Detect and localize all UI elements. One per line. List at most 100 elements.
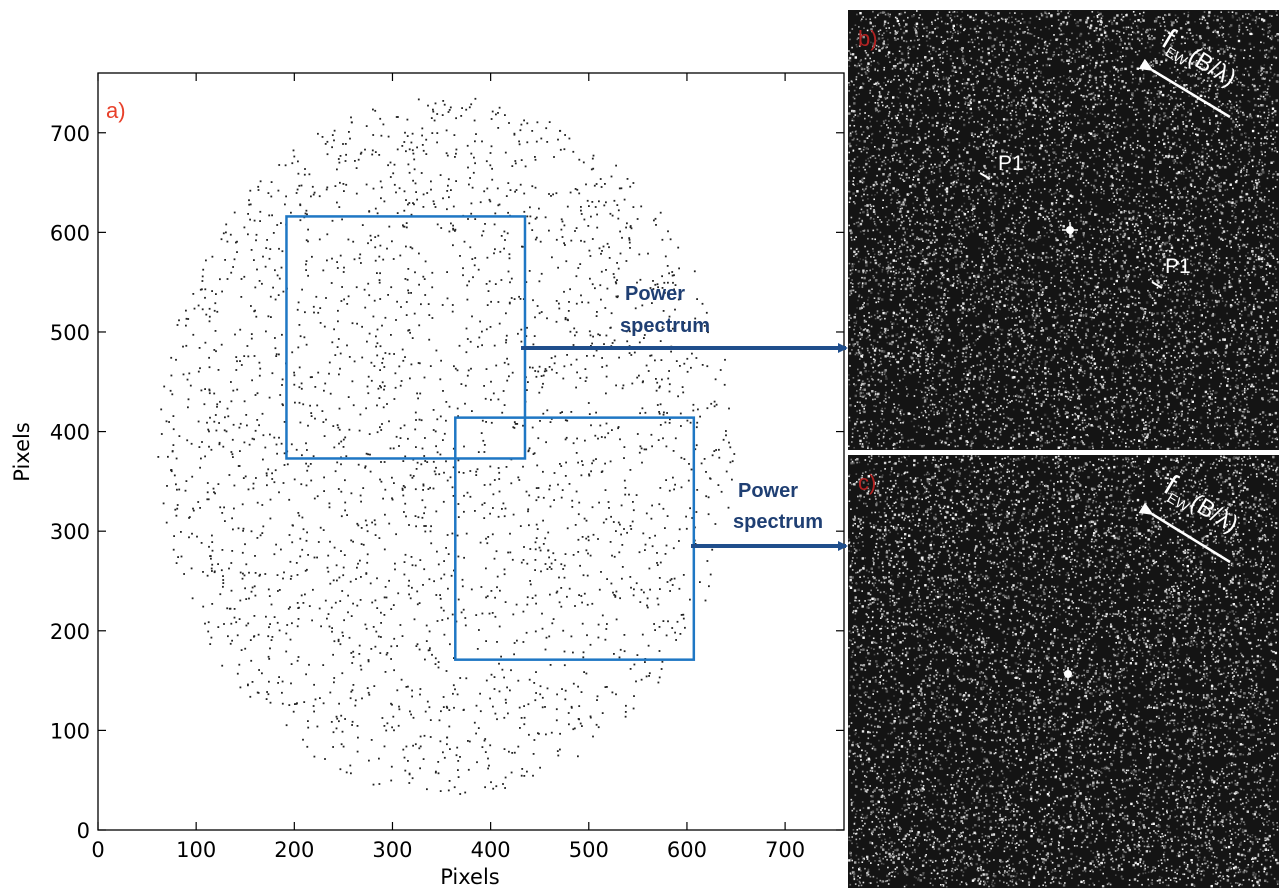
speckle (902, 31, 906, 35)
scatter-point (661, 326, 664, 329)
speckle (864, 382, 866, 385)
speckle (995, 285, 997, 288)
scatter-point (527, 449, 530, 452)
scatter-point (553, 362, 556, 365)
scatter-point (391, 498, 394, 501)
scatter-point (333, 446, 336, 449)
scatter-point (511, 558, 514, 561)
speckle (1210, 139, 1213, 141)
scatter-point (713, 400, 716, 403)
speckle (1194, 242, 1197, 244)
scatter-point (646, 606, 649, 609)
scatter-point (669, 238, 672, 241)
scatter-point (446, 154, 449, 157)
speckle (1153, 231, 1157, 234)
scatter-point (345, 183, 348, 186)
speckle (1055, 199, 1058, 202)
scatter-point (368, 294, 371, 297)
speckle (1112, 192, 1114, 195)
scatter-point (317, 132, 319, 135)
speckle (1027, 182, 1030, 185)
scatter-point (204, 622, 206, 625)
speckle (1014, 329, 1017, 331)
scatter-point (645, 364, 648, 367)
scatter-point (337, 426, 340, 429)
scatter-point (254, 572, 257, 574)
scatter-point (560, 218, 563, 221)
scatter-point (642, 532, 645, 535)
scatter-point (376, 404, 378, 407)
scatter-point (481, 330, 483, 333)
speckle (1109, 84, 1111, 86)
speckle (1270, 360, 1272, 362)
speckle (893, 403, 895, 405)
speckle (1211, 82, 1213, 85)
scatter-point (585, 376, 588, 379)
scatter-point (259, 220, 261, 222)
speckle (1190, 408, 1193, 411)
speckle (950, 405, 953, 407)
speckle (919, 222, 922, 225)
scatter-point (401, 489, 404, 491)
speckle (1064, 413, 1067, 415)
scatter-point (332, 653, 334, 656)
speckle (1259, 85, 1261, 87)
speckle (849, 404, 852, 407)
scatter-point (590, 470, 592, 473)
speckle (995, 391, 998, 393)
scatter-point (492, 507, 494, 509)
speckle (1226, 157, 1229, 160)
speckle (1045, 107, 1048, 110)
speckle (1053, 274, 1055, 277)
scatter-point (269, 701, 272, 704)
scatter-point (474, 257, 477, 259)
scatter-point (359, 152, 362, 155)
scatter-point (169, 389, 172, 392)
speckle (928, 312, 930, 315)
scatter-point (661, 238, 664, 241)
scatter-point (407, 685, 409, 688)
scatter-point (491, 178, 494, 181)
scatter-point (171, 450, 174, 452)
speckle (1238, 364, 1241, 366)
scatter-point (611, 429, 613, 431)
scatter-point (336, 579, 338, 582)
scatter-point (285, 632, 288, 635)
speckle (1152, 63, 1154, 66)
scatter-point (526, 389, 528, 391)
speckle (1212, 57, 1214, 60)
speckle (874, 259, 876, 262)
speckle (1029, 351, 1031, 354)
scatter-point (421, 499, 424, 502)
scatter-point (587, 552, 589, 555)
scatter-point (452, 692, 454, 695)
speckle (873, 349, 877, 352)
speckle (1245, 136, 1247, 138)
speckle (973, 375, 976, 378)
speckle (949, 38, 951, 40)
speckle (978, 100, 981, 104)
speckle (874, 384, 877, 386)
scatter-point (310, 412, 313, 414)
scatter-point (629, 225, 632, 227)
scatter-point (577, 755, 579, 758)
scatter-point (210, 448, 213, 451)
scatter-point (549, 421, 552, 423)
scatter-point (623, 198, 626, 201)
speckle (1184, 149, 1187, 152)
scatter-point (523, 192, 526, 195)
scatter-point (628, 237, 631, 239)
scatter-point (347, 594, 349, 597)
speckle (1178, 383, 1180, 385)
scatter-point (445, 705, 448, 708)
scatter-point (436, 141, 438, 144)
speckle (1229, 242, 1231, 245)
scatter-point (176, 504, 179, 506)
speckle (939, 297, 942, 300)
scatter-point (405, 150, 407, 153)
scatter-point (383, 461, 386, 463)
scatter-point (402, 359, 405, 362)
speckle (1212, 442, 1214, 444)
scatter-point (256, 501, 259, 504)
speckle (1213, 326, 1216, 328)
